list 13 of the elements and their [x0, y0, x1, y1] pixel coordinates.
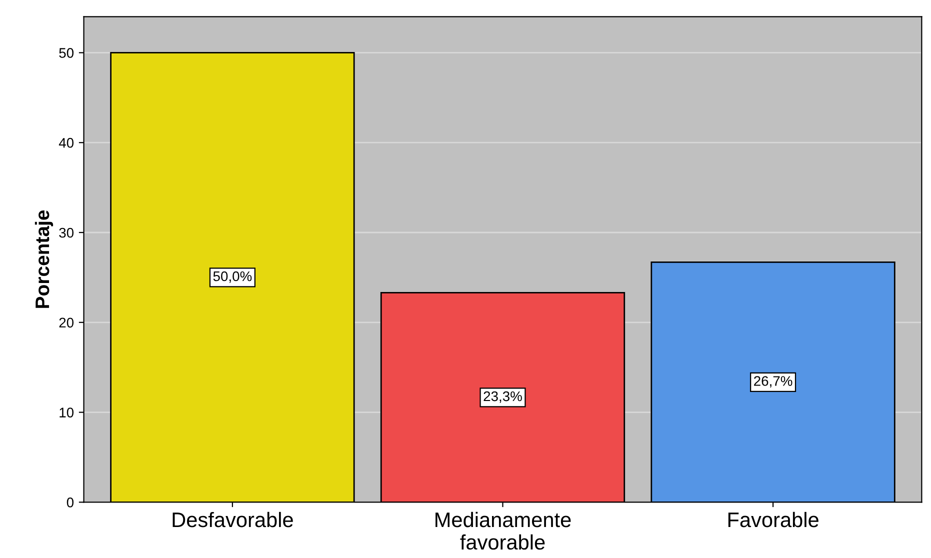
y-axis-title: Porcentaje: [34, 210, 54, 308]
x-tick-label: Medianamente favorable: [436, 512, 571, 550]
data-label: 50,0%: [213, 271, 252, 283]
data-label: 23,3%: [484, 391, 522, 403]
data-label: 26,7%: [754, 376, 792, 388]
y-tick-label: 10: [60, 408, 74, 418]
y-tick-label: 50: [59, 48, 74, 58]
y-tick-label: 30: [59, 228, 74, 238]
y-tick-label: 20: [59, 318, 74, 328]
x-tick-label: Desfavorable: [172, 512, 293, 528]
x-tick-label: Favorable: [728, 512, 818, 528]
y-tick-label: 0: [66, 498, 74, 508]
y-tick-label: 40: [58, 138, 74, 148]
